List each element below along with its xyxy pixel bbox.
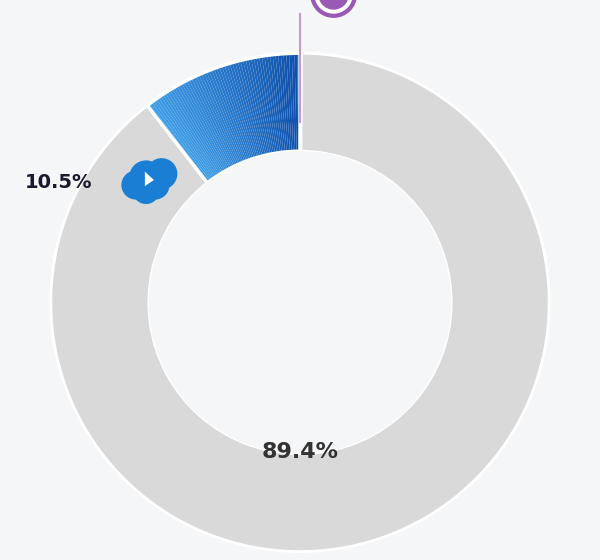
Wedge shape [230, 63, 259, 157]
Wedge shape [295, 53, 298, 151]
Wedge shape [275, 54, 287, 152]
Wedge shape [172, 87, 224, 172]
Text: D: D [327, 0, 340, 2]
Wedge shape [149, 102, 210, 182]
Wedge shape [214, 68, 250, 161]
Circle shape [133, 177, 160, 204]
Wedge shape [238, 60, 264, 156]
Wedge shape [189, 78, 234, 167]
Wedge shape [194, 76, 237, 166]
Circle shape [310, 0, 357, 18]
Wedge shape [187, 80, 233, 168]
Wedge shape [152, 101, 211, 181]
Wedge shape [281, 54, 290, 152]
Text: 10.5%: 10.5% [25, 173, 93, 192]
Wedge shape [177, 85, 227, 171]
Wedge shape [251, 58, 272, 154]
Wedge shape [191, 77, 236, 166]
Wedge shape [289, 53, 295, 151]
Wedge shape [270, 55, 283, 152]
Circle shape [146, 158, 178, 189]
Wedge shape [243, 59, 267, 155]
Circle shape [121, 170, 151, 199]
Circle shape [149, 151, 451, 454]
Wedge shape [297, 53, 300, 151]
Wedge shape [232, 62, 260, 157]
Wedge shape [167, 90, 221, 174]
Wedge shape [163, 93, 218, 176]
Wedge shape [165, 91, 220, 175]
Wedge shape [147, 104, 209, 183]
Wedge shape [206, 71, 245, 162]
Wedge shape [202, 72, 242, 164]
Wedge shape [262, 56, 278, 153]
Wedge shape [199, 73, 240, 164]
Wedge shape [217, 67, 251, 160]
Wedge shape [284, 54, 292, 152]
Wedge shape [154, 99, 212, 180]
Wedge shape [278, 54, 289, 152]
Wedge shape [182, 82, 230, 169]
Wedge shape [204, 72, 243, 163]
Circle shape [140, 170, 170, 199]
Wedge shape [212, 68, 248, 161]
Wedge shape [161, 94, 217, 177]
Wedge shape [196, 74, 239, 165]
Text: 0.1%: 0.1% [365, 0, 419, 4]
Wedge shape [170, 88, 223, 174]
Wedge shape [222, 65, 254, 159]
Wedge shape [248, 58, 270, 155]
Wedge shape [227, 63, 257, 158]
Wedge shape [175, 86, 225, 172]
Text: 89.4%: 89.4% [262, 442, 338, 462]
Wedge shape [158, 96, 215, 178]
Wedge shape [259, 56, 277, 153]
Wedge shape [51, 53, 549, 552]
Wedge shape [272, 54, 285, 152]
Polygon shape [145, 171, 154, 186]
Wedge shape [219, 66, 253, 160]
Wedge shape [235, 61, 262, 156]
Wedge shape [256, 57, 275, 153]
Wedge shape [254, 57, 274, 154]
Wedge shape [209, 69, 247, 162]
Wedge shape [224, 64, 256, 158]
Wedge shape [241, 60, 265, 156]
Circle shape [314, 0, 353, 13]
Wedge shape [267, 55, 282, 152]
Wedge shape [184, 81, 231, 169]
Wedge shape [265, 55, 280, 153]
Wedge shape [156, 97, 214, 179]
Wedge shape [245, 59, 269, 155]
Wedge shape [179, 83, 228, 170]
Wedge shape [292, 53, 296, 151]
Circle shape [319, 0, 349, 10]
Wedge shape [300, 53, 302, 151]
Circle shape [129, 160, 163, 194]
Wedge shape [286, 53, 293, 151]
